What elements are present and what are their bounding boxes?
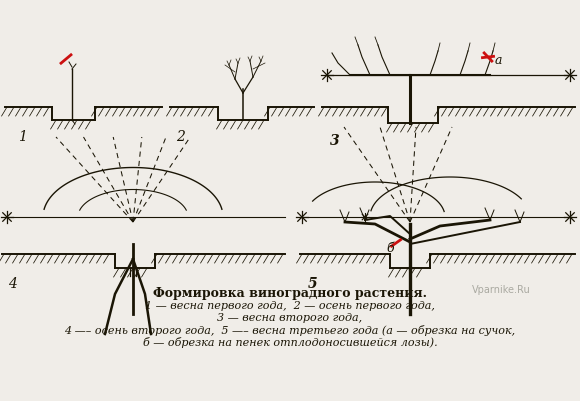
Text: Формировка виноградного растения.: Формировка виноградного растения. [153,286,427,299]
Text: 4: 4 [8,276,17,290]
Text: 3: 3 [330,134,340,148]
Text: а: а [495,53,502,66]
Text: б: б [386,242,394,255]
Text: б — обрезка на пенек отплодоносившейся лозы).: б — обрезка на пенек отплодоносившейся л… [143,336,437,347]
Text: 1 — весна первого года,  2 — осень первого года,: 1 — весна первого года, 2 — осень первог… [145,300,435,310]
Text: 1: 1 [18,130,27,144]
Text: Vparnike.Ru: Vparnike.Ru [472,284,531,294]
Text: 3 — весна второго года,: 3 — весна второго года, [218,312,362,322]
Text: 4 —– осень второго года,  5 —– весна третьего года (а — обрезка на сучок,: 4 —– осень второго года, 5 —– весна трет… [64,324,516,335]
Text: 2: 2 [176,130,185,144]
Text: 5: 5 [308,276,318,290]
